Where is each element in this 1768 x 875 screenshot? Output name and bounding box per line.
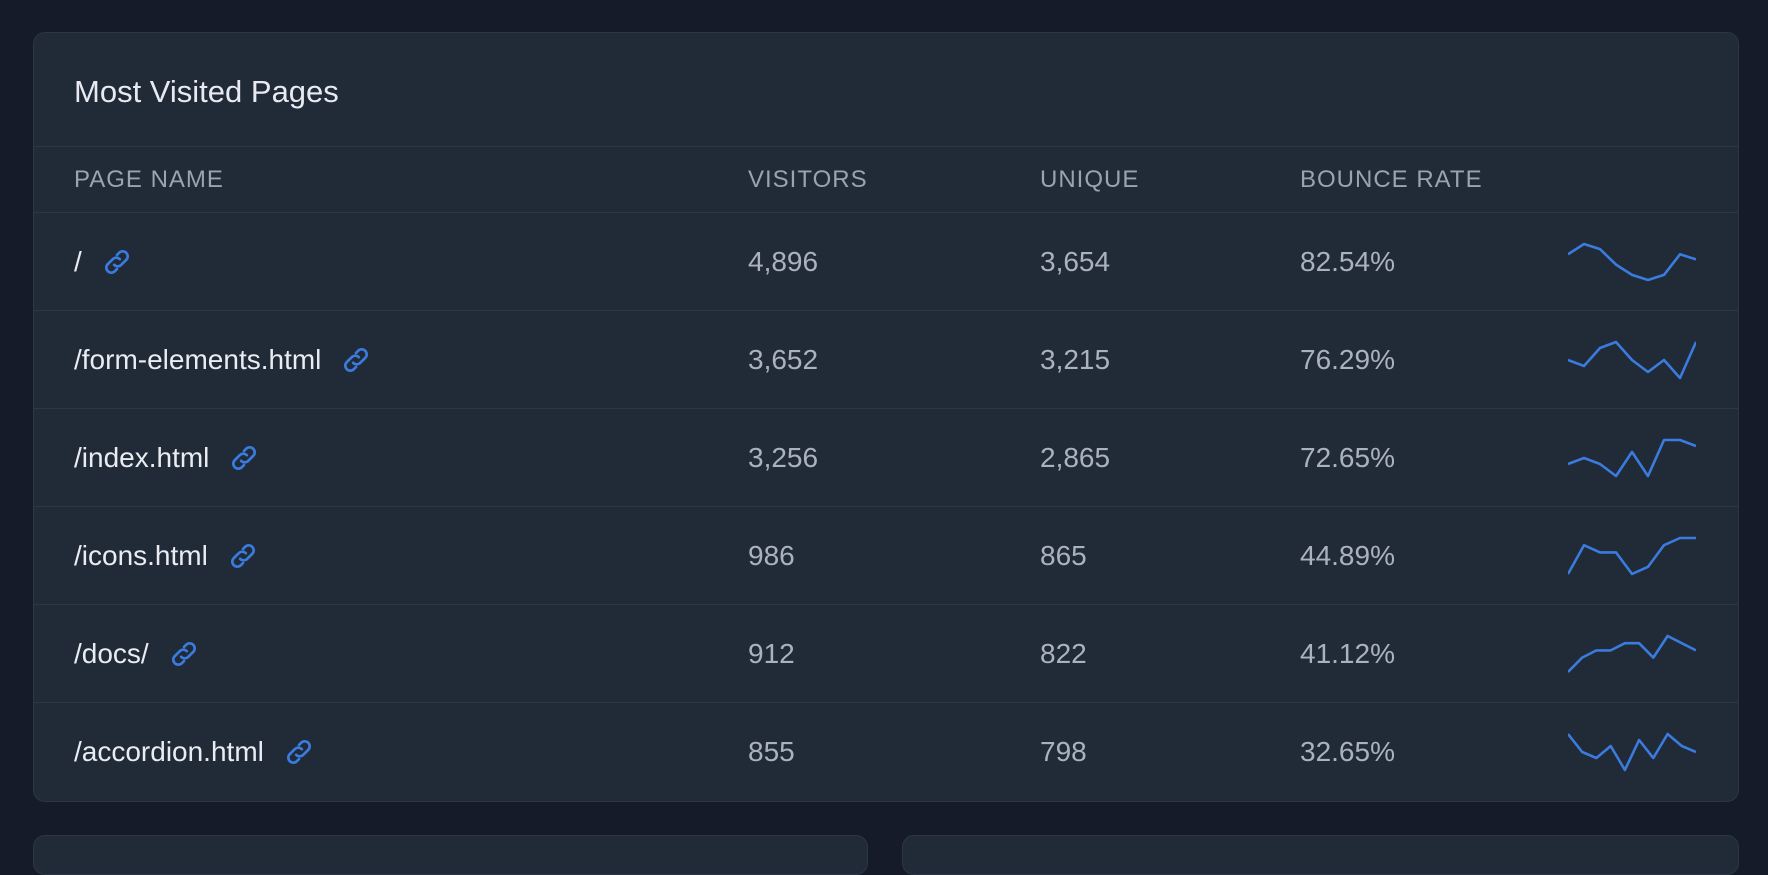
bottom-card-right: [902, 835, 1739, 875]
column-header-page-name: Page Name: [74, 165, 224, 193]
sparkline-line: [1568, 732, 1696, 772]
page-name: /index.html: [74, 441, 210, 473]
table-row: /accordion.html 855 798 32.65%: [34, 703, 1738, 801]
unique-cell: 822: [1040, 637, 1087, 669]
page-name: /form-elements.html: [74, 343, 322, 375]
visitors-cell: 4,896: [748, 245, 819, 277]
page-name: /accordion.html: [74, 736, 264, 767]
bounce-rate-cell: 44.89%: [1300, 539, 1395, 571]
trend-sparkline: [1568, 438, 1696, 478]
link-icon[interactable]: [282, 735, 316, 769]
table-row: /icons.html 986 865 44.89%: [34, 507, 1738, 605]
table-row: /docs/912 822 41.12%: [34, 605, 1738, 703]
visitors-cell: 855: [748, 736, 795, 767]
sparkline-line: [1568, 340, 1696, 379]
unique-cell: 2,865: [1040, 441, 1111, 473]
bounce-rate-cell: 41.12%: [1300, 637, 1395, 669]
page-name-cell: /: [74, 245, 134, 279]
bounce-rate-cell: 72.65%: [1300, 441, 1395, 473]
trend-sparkline: [1568, 536, 1696, 576]
page-name-cell: /icons.html: [74, 539, 260, 573]
table-header: Page Name Visitors Unique Bounce Rate: [34, 147, 1738, 213]
visitors-cell: 912: [748, 637, 795, 669]
most-visited-pages-card: Most Visited Pages Page Name Visitors Un…: [33, 32, 1739, 802]
sparkline-line: [1568, 438, 1696, 477]
link-icon[interactable]: [226, 539, 260, 573]
unique-cell: 3,654: [1040, 245, 1111, 277]
trend-sparkline: [1568, 340, 1696, 380]
link-icon[interactable]: [227, 441, 261, 475]
card-title: Most Visited Pages: [74, 73, 339, 109]
bounce-rate-cell: 32.65%: [1300, 736, 1395, 767]
column-header-unique: Unique: [1040, 165, 1140, 193]
table-row: /form-elements.html 3,652 3,215 76.29%: [34, 311, 1738, 409]
link-icon[interactable]: [167, 637, 201, 671]
bounce-rate-cell: 76.29%: [1300, 343, 1395, 375]
page-name: /docs/: [74, 637, 149, 669]
sparkline-line: [1568, 634, 1696, 673]
column-header-bounce-rate: Bounce Rate: [1300, 165, 1483, 193]
link-icon[interactable]: [339, 343, 373, 377]
link-icon[interactable]: [100, 245, 134, 279]
table-row: /index.html 3,256 2,865 72.65%: [34, 409, 1738, 507]
page-name-cell: /docs/: [74, 637, 201, 671]
card-header: Most Visited Pages: [34, 33, 1738, 147]
unique-cell: 3,215: [1040, 343, 1111, 375]
page-name: /: [74, 245, 82, 277]
page-name-cell: /form-elements.html: [74, 343, 373, 377]
visitors-cell: 986: [748, 539, 795, 571]
page-name-cell: /index.html: [74, 441, 261, 475]
page-name: /icons.html: [74, 539, 208, 571]
page-name-cell: /accordion.html: [74, 735, 316, 769]
trend-sparkline: [1568, 634, 1696, 674]
table-row: / 4,896 3,654 82.54%: [34, 213, 1738, 311]
bounce-rate-cell: 82.54%: [1300, 245, 1395, 277]
visitors-cell: 3,652: [748, 343, 819, 375]
unique-cell: 865: [1040, 539, 1087, 571]
trend-sparkline: [1568, 732, 1696, 772]
unique-cell: 798: [1040, 736, 1087, 767]
trend-sparkline: [1568, 242, 1696, 282]
sparkline-line: [1568, 242, 1696, 281]
visitors-cell: 3,256: [748, 441, 819, 473]
sparkline-line: [1568, 536, 1696, 575]
bottom-card-left: [33, 835, 868, 875]
column-header-visitors: Visitors: [748, 165, 868, 193]
table-body: / 4,896 3,654 82.54% /form-elements.html 3,65…: [34, 213, 1738, 801]
